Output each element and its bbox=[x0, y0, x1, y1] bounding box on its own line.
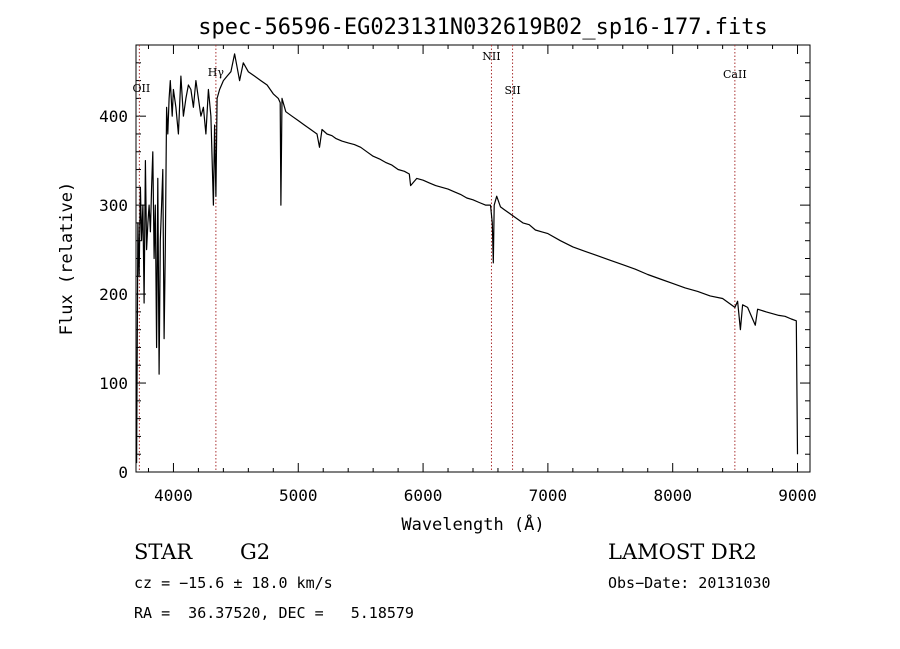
x-tick-label: 6000 bbox=[404, 486, 443, 505]
x-tick-label: 7000 bbox=[529, 486, 568, 505]
object-subclass: G2 bbox=[240, 540, 271, 564]
y-tick-label: 400 bbox=[99, 107, 128, 126]
plot-frame bbox=[135, 44, 811, 473]
y-tick-label: 100 bbox=[99, 374, 128, 393]
y-axis-label: Flux (relative) bbox=[57, 182, 77, 336]
line-marker-label: OII bbox=[133, 82, 151, 95]
redshift-text: cz = −15.6 ± 18.0 km/s bbox=[134, 574, 333, 592]
y-tick-label: 200 bbox=[99, 285, 128, 304]
x-axis-label: Wavelength (Å) bbox=[401, 513, 544, 535]
x-tick-label: 4000 bbox=[154, 486, 193, 505]
survey-label: LAMOST DR2 bbox=[608, 540, 757, 564]
line-marker-label: Hγ bbox=[208, 66, 225, 79]
coordinates-text: RA = 36.37520, DEC = 5.18579 bbox=[134, 604, 414, 622]
spectrum-line bbox=[136, 53, 799, 464]
x-tick-label: 8000 bbox=[653, 486, 692, 505]
y-tick-label: 0 bbox=[118, 463, 128, 482]
object-class: STAR bbox=[134, 540, 193, 564]
x-tick-label: 9000 bbox=[778, 486, 817, 505]
line-marker-label: SII bbox=[504, 84, 520, 97]
y-tick-label: 300 bbox=[99, 196, 128, 215]
line-marker-label: CaII bbox=[723, 68, 747, 81]
obs-date-text: Obs−Date: 20131030 bbox=[608, 574, 771, 592]
chart-title: spec-56596-EG023131N032619B02_sp16-177.f… bbox=[198, 15, 768, 40]
line-marker-label: NII bbox=[482, 50, 500, 63]
x-tick-label: 5000 bbox=[279, 486, 318, 505]
